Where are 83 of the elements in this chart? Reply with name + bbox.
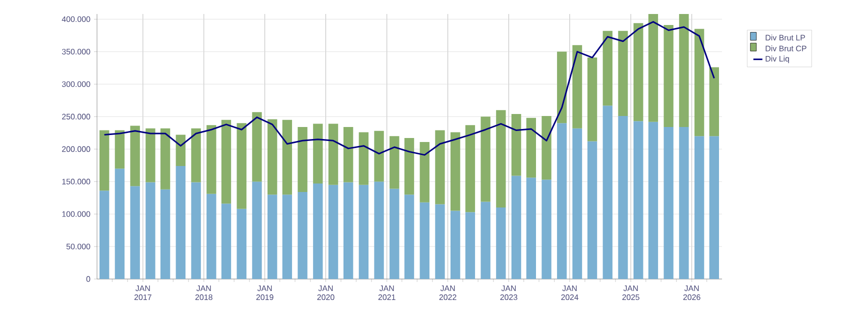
bar bbox=[206, 125, 216, 194]
bar bbox=[465, 212, 476, 279]
bar bbox=[114, 168, 125, 279]
bar bbox=[618, 30, 628, 116]
bar bbox=[435, 204, 445, 279]
bar bbox=[679, 14, 689, 128]
bar bbox=[146, 128, 156, 182]
bar bbox=[298, 192, 308, 279]
bar bbox=[602, 106, 612, 279]
bar bbox=[404, 138, 414, 195]
bar bbox=[450, 132, 460, 211]
bar bbox=[648, 122, 658, 279]
bar bbox=[465, 125, 476, 212]
bar bbox=[542, 180, 552, 279]
bar bbox=[390, 136, 400, 189]
bar bbox=[114, 130, 125, 169]
bar bbox=[328, 184, 338, 279]
bar bbox=[496, 110, 506, 208]
bar bbox=[664, 127, 674, 279]
bar bbox=[146, 182, 156, 279]
bar bbox=[602, 30, 612, 106]
bar bbox=[694, 136, 704, 279]
bar bbox=[420, 142, 430, 202]
bar bbox=[709, 136, 720, 279]
bar bbox=[328, 124, 338, 185]
bar bbox=[298, 127, 308, 192]
bar bbox=[634, 23, 644, 122]
bar bbox=[358, 184, 369, 279]
bar bbox=[191, 182, 201, 279]
bar bbox=[191, 128, 201, 182]
bar bbox=[542, 116, 552, 180]
bar bbox=[206, 194, 216, 279]
bar bbox=[526, 178, 536, 279]
bar bbox=[634, 121, 644, 279]
bar bbox=[618, 116, 628, 279]
bar bbox=[572, 45, 582, 128]
bar bbox=[130, 186, 140, 279]
bar bbox=[404, 194, 414, 279]
bar bbox=[236, 208, 246, 279]
bar bbox=[343, 182, 354, 279]
bar bbox=[313, 184, 323, 279]
bar bbox=[435, 130, 445, 204]
bar bbox=[100, 190, 110, 279]
bar bbox=[557, 52, 567, 124]
bar bbox=[252, 182, 262, 279]
bar bbox=[557, 123, 567, 279]
bar bbox=[282, 194, 292, 279]
bar bbox=[679, 127, 689, 279]
bar bbox=[176, 166, 186, 279]
bar bbox=[358, 132, 369, 185]
bar bbox=[267, 119, 278, 195]
bar bbox=[282, 120, 292, 195]
bar bbox=[572, 128, 582, 279]
bar bbox=[390, 188, 400, 279]
bar bbox=[648, 14, 658, 122]
bar bbox=[236, 123, 246, 209]
bar bbox=[100, 130, 110, 191]
bar bbox=[313, 124, 323, 184]
bar bbox=[221, 204, 232, 279]
bar bbox=[160, 189, 170, 279]
bar bbox=[511, 114, 522, 176]
line-series bbox=[104, 21, 715, 156]
bar bbox=[511, 176, 522, 279]
bar bbox=[252, 112, 262, 182]
bar bbox=[526, 118, 536, 178]
bar bbox=[420, 202, 430, 279]
bar bbox=[176, 134, 186, 166]
bar bbox=[587, 58, 598, 142]
bar bbox=[480, 202, 490, 279]
bar bbox=[694, 28, 704, 136]
bar bbox=[374, 130, 384, 182]
bar bbox=[343, 127, 354, 182]
bar bbox=[709, 67, 720, 136]
bar bbox=[587, 141, 598, 279]
bar bbox=[480, 116, 490, 202]
bar bbox=[267, 194, 278, 279]
bar bbox=[664, 25, 674, 128]
bar bbox=[374, 182, 384, 279]
bar bbox=[160, 128, 170, 190]
bar bbox=[450, 210, 460, 279]
bar bbox=[496, 208, 506, 279]
bar bbox=[221, 120, 232, 204]
bar bbox=[130, 126, 140, 186]
